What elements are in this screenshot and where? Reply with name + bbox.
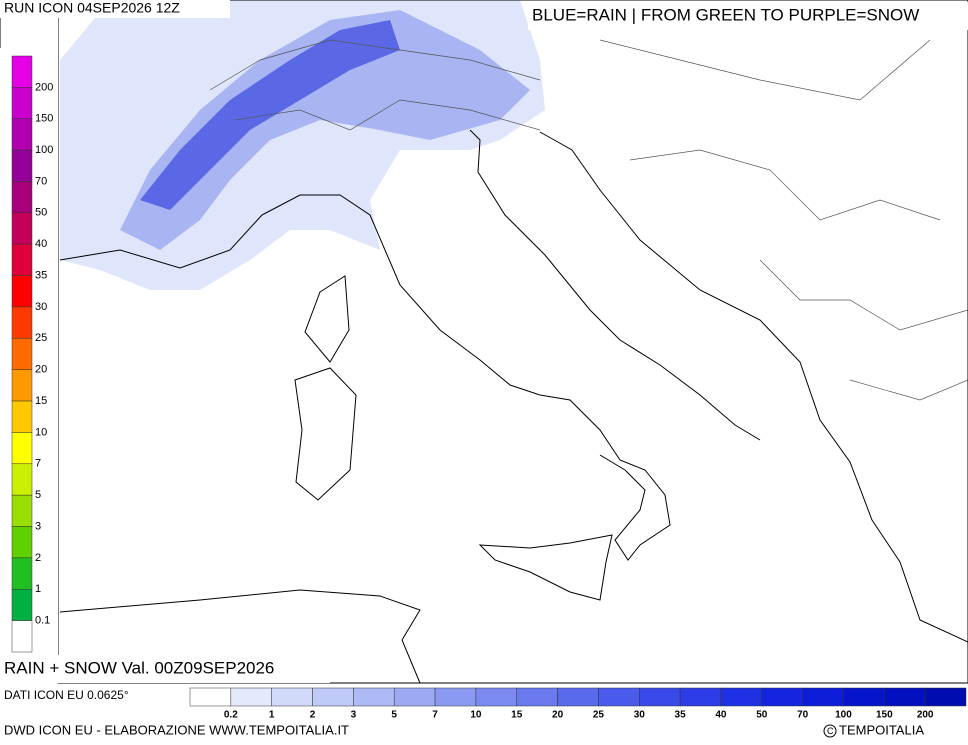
copyright: TEMPOITALIA (839, 722, 924, 737)
rain-swatch (353, 687, 395, 707)
rain-swatch (434, 687, 477, 707)
rain-label: 1 (269, 710, 275, 721)
snow-swatch (11, 275, 33, 308)
rain-label: 25 (593, 710, 605, 721)
snow-label: 35 (35, 269, 47, 281)
rain-label: 15 (511, 710, 523, 721)
rain-label: 10 (470, 710, 482, 721)
borders (209, 39, 968, 401)
rain-label: 20 (552, 710, 564, 721)
snow-label: 3 (35, 520, 41, 532)
rain-label: 40 (715, 710, 727, 721)
snow-swatch (11, 243, 33, 276)
rain-label: 50 (756, 710, 768, 721)
snow-swatch (11, 181, 33, 214)
snow-swatch (11, 463, 33, 496)
snow-label: 40 (35, 238, 47, 250)
snow-label: 0.1 (35, 615, 50, 627)
rain-label: 2 (310, 710, 316, 721)
copyright-icon (823, 724, 837, 738)
rain-label: 30 (634, 710, 646, 721)
rain-label: 100 (835, 710, 852, 721)
rain-label: 70 (797, 710, 809, 721)
run-label: RUN ICON 04SEP2026 12Z (4, 0, 180, 16)
rain-swatch (598, 687, 640, 707)
sardinia (294, 367, 357, 501)
snow-label: 2 (35, 552, 41, 564)
snow-swatch (11, 432, 33, 465)
rain-swatch (557, 687, 599, 707)
snow-label: 200 (35, 81, 53, 93)
data-source: DATI ICON EU 0.0625° (4, 688, 129, 702)
snow-swatch (11, 494, 33, 527)
italy-coast (261, 129, 761, 561)
rain-swatch (884, 687, 926, 707)
snow-label: 10 (35, 426, 47, 438)
balkan-coast (539, 131, 968, 643)
snow-label: 30 (35, 301, 47, 313)
snow-legend: 200 150 100 70 50 40 35 30 25 20 15 10 7 5 3 2 1 0.1 (11, 55, 53, 653)
snow-swatch (11, 149, 33, 182)
snow-swatch (11, 212, 33, 245)
rain-swatch (393, 687, 436, 707)
snow-label: 7 (35, 458, 41, 470)
snow-swatch (11, 118, 33, 151)
rain-label: 200 (917, 710, 934, 721)
rain-swatch (312, 687, 354, 707)
rain-label: 5 (391, 710, 397, 721)
snow-swatch (11, 400, 33, 433)
rain-label: 150 (876, 710, 893, 721)
valid-box (0, 655, 330, 683)
snow-label: 1 (35, 583, 41, 595)
rain-swatch (475, 687, 517, 707)
rain-swatch (761, 687, 803, 707)
snow-swatch (11, 589, 33, 621)
snow-label: 20 (35, 364, 47, 376)
rain-swatch (802, 687, 844, 707)
note-box (528, 2, 968, 30)
rain-label: 35 (675, 710, 687, 721)
rain-swatch (639, 687, 681, 707)
rain-swatch (843, 687, 885, 707)
rain-legend: 0.2 1 2 3 5 7 10 15 20 25 30 35 40 50 70 100 150 200 (189, 687, 967, 721)
credit: DWD ICON EU - ELABORAZIONE WWW.TEMPOITAL… (4, 722, 349, 737)
snow-swatch (11, 306, 33, 339)
snow-swatch (11, 526, 33, 559)
rain-label: 7 (432, 710, 438, 721)
run-box (0, 0, 230, 18)
rain-mid (120, 10, 530, 250)
snow-label: 150 (35, 113, 53, 125)
snow-swatch (11, 55, 33, 88)
rain-swatch (271, 687, 313, 707)
rain-swatch (189, 687, 232, 707)
legend-note: BLUE=RAIN | FROM GREEN TO PURPLE=SNOW (532, 5, 919, 24)
rain-label: 3 (351, 710, 357, 721)
snow-swatch (11, 557, 33, 590)
rain-swatch (230, 687, 272, 707)
rain-heavy (140, 20, 400, 210)
france-coast (59, 214, 263, 269)
sicily (478, 534, 613, 601)
snow-label: 25 (35, 332, 47, 344)
africa-coast (59, 589, 421, 684)
snow-label: 100 (35, 144, 53, 156)
snow-swatch (11, 87, 33, 119)
snow-swatch (11, 369, 33, 402)
snow-swatch (11, 338, 33, 370)
copyright-c: C (827, 726, 834, 736)
snow-label: 15 (35, 395, 47, 407)
rain-label: 0.2 (224, 710, 238, 721)
map (57, 0, 968, 684)
snow-label: 5 (35, 489, 41, 501)
snow-swatch (11, 620, 33, 653)
rain-swatch (516, 687, 558, 707)
rain-swatch (720, 687, 763, 707)
corsica (304, 275, 350, 363)
snow-label: 50 (35, 207, 47, 219)
rain-swatch (924, 687, 967, 707)
snow-label: 70 (35, 175, 47, 187)
rain-swatch (679, 687, 722, 707)
valid-label: RAIN + SNOW Val. 00Z09SEP2026 (4, 658, 274, 677)
